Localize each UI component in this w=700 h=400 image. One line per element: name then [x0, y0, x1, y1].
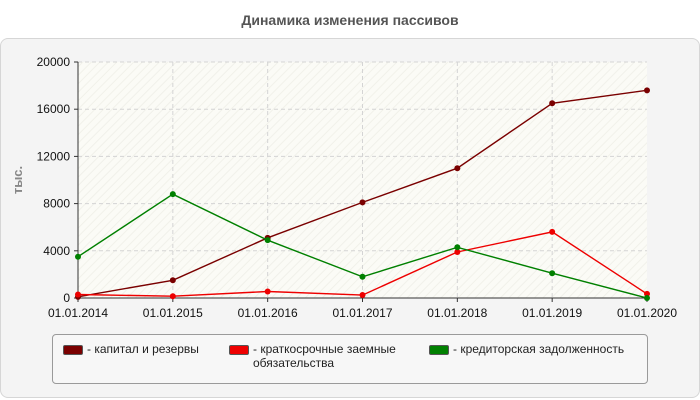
data-point-short-term-loans — [549, 228, 556, 235]
data-point-payables — [359, 273, 366, 280]
y-axis-label: тыс. — [10, 166, 25, 194]
data-point-short-term-loans — [644, 290, 650, 297]
data-point-payables — [169, 191, 176, 198]
x-tick-labels: 01.01.2014 01.01.2015 01.01.2016 01.01.2017… — [48, 306, 677, 320]
data-point-payables — [75, 253, 81, 260]
chart-title: Динамика изменения пассивов — [241, 12, 459, 28]
data-point-payables — [454, 244, 461, 251]
legend-item-short-term-loans: - краткосрочные заемные обязательства — [229, 342, 396, 370]
y-tick-label: 12000 — [37, 149, 71, 163]
data-point-capital — [169, 277, 176, 284]
y-tick-label: 16000 — [37, 102, 71, 116]
x-tick-label: 01.01.2014 — [48, 306, 108, 320]
x-tick-label: 01.01.2020 — [617, 306, 677, 320]
data-point-payables — [644, 295, 650, 301]
legend-label-short-term-loans: - краткосрочные заемные обязательства — [253, 342, 396, 370]
y-tick-labels: 0 4000 8000 12000 16000 20000 — [37, 55, 71, 305]
legend-item-payables: - кредиторская задолженность — [429, 342, 624, 356]
y-tick-label: 20000 — [37, 55, 71, 69]
legend-label-capital: - капитал и резервы — [87, 342, 199, 356]
y-tick-label: 4000 — [43, 244, 70, 258]
x-tick-label: 01.01.2018 — [427, 306, 487, 320]
x-tick-label: 01.01.2015 — [143, 306, 203, 320]
x-tick-label: 01.01.2017 — [332, 306, 392, 320]
legend-item-capital: - капитал и резервы — [63, 342, 199, 356]
data-point-capital — [644, 87, 650, 94]
data-point-short-term-loans — [75, 291, 81, 298]
data-point-payables — [549, 270, 556, 277]
grid-lines — [78, 61, 647, 298]
y-tick-label: 8000 — [43, 197, 70, 211]
data-point-capital — [549, 100, 556, 107]
data-point-short-term-loans — [264, 288, 271, 295]
data-point-short-term-loans — [169, 293, 176, 300]
data-point-capital — [359, 199, 366, 206]
legend-swatch-capital — [63, 345, 83, 355]
data-point-short-term-loans — [454, 248, 461, 255]
x-tick-label: 01.01.2019 — [522, 306, 582, 320]
y-tick-label: 0 — [63, 291, 70, 305]
legend-swatch-short-term-loans — [229, 345, 249, 355]
legend-label-payables: - кредиторская задолженность — [453, 342, 625, 356]
data-point-capital — [454, 165, 461, 172]
series-group — [75, 87, 650, 301]
x-tick-label: 01.01.2016 — [238, 306, 298, 320]
legend: - капитал и резервы - краткосрочные заем… — [52, 334, 648, 384]
data-point-short-term-loans — [359, 292, 366, 299]
legend-swatch-payables — [429, 345, 449, 355]
data-point-payables — [264, 237, 271, 244]
